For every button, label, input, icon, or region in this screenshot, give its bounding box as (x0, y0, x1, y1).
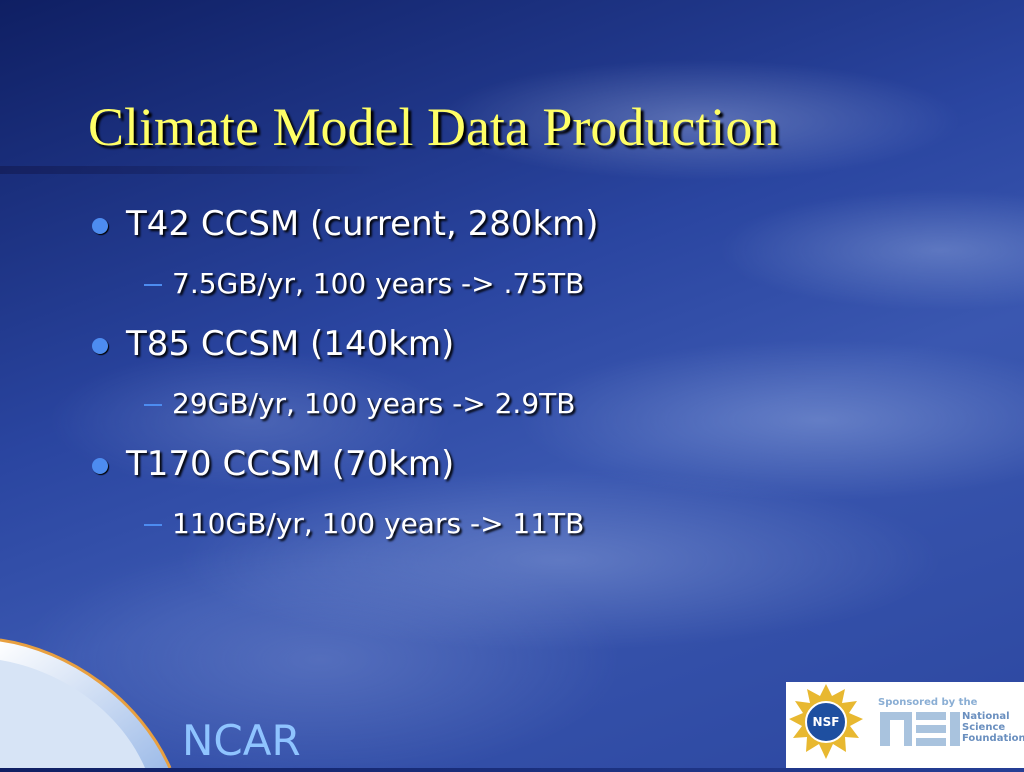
sub-marker (144, 524, 162, 526)
bullet-marker (92, 338, 108, 354)
swoosh-edge (0, 638, 172, 768)
swoosh-inner (0, 660, 145, 768)
sub-marker (144, 284, 162, 286)
footer-label: NCAR (182, 716, 301, 765)
bullet-marker (92, 458, 108, 474)
bullet-item: T85 CCSM (140km) (88, 316, 599, 376)
logo-graphic (789, 684, 960, 759)
bullet-text: T85 CCSM (140km) (126, 324, 455, 364)
sub-marker (144, 404, 162, 406)
bullet-text: T170 CCSM (70km) (126, 444, 455, 484)
bullet-text: T42 CCSM (current, 280km) (126, 204, 599, 244)
sub-text: 110GB/yr, 100 years -> 11TB (172, 507, 585, 540)
sponsor-line: National (962, 711, 1010, 722)
bullet-item: T42 CCSM (current, 280km) (88, 196, 599, 256)
bullet-marker (92, 218, 108, 234)
sub-item: 7.5GB/yr, 100 years -> .75TB (88, 256, 599, 316)
seal (789, 684, 863, 759)
sub-item: 110GB/yr, 100 years -> 11TB (88, 496, 599, 556)
sub-item: 29GB/yr, 100 years -> 2.9TB (88, 376, 599, 436)
sponsor-line: Foundation (962, 733, 1024, 744)
nsf-letters (880, 712, 960, 746)
bullet-list: T42 CCSM (current, 280km) 7.5GB/yr, 100 y… (88, 196, 599, 556)
sponsor-line: Sponsored by the (878, 697, 978, 708)
sponsor-logo (786, 682, 1024, 768)
bullet-item: T170 CCSM (70km) (88, 436, 599, 496)
slide-title: Climate Model Data Production (88, 97, 780, 157)
title-rule (0, 166, 380, 174)
sponsor-line: Science (962, 722, 1006, 733)
sub-text: 7.5GB/yr, 100 years -> .75TB (172, 267, 585, 300)
sub-text: 29GB/yr, 100 years -> 2.9TB (172, 387, 576, 420)
seal-text: NSF (812, 715, 840, 729)
